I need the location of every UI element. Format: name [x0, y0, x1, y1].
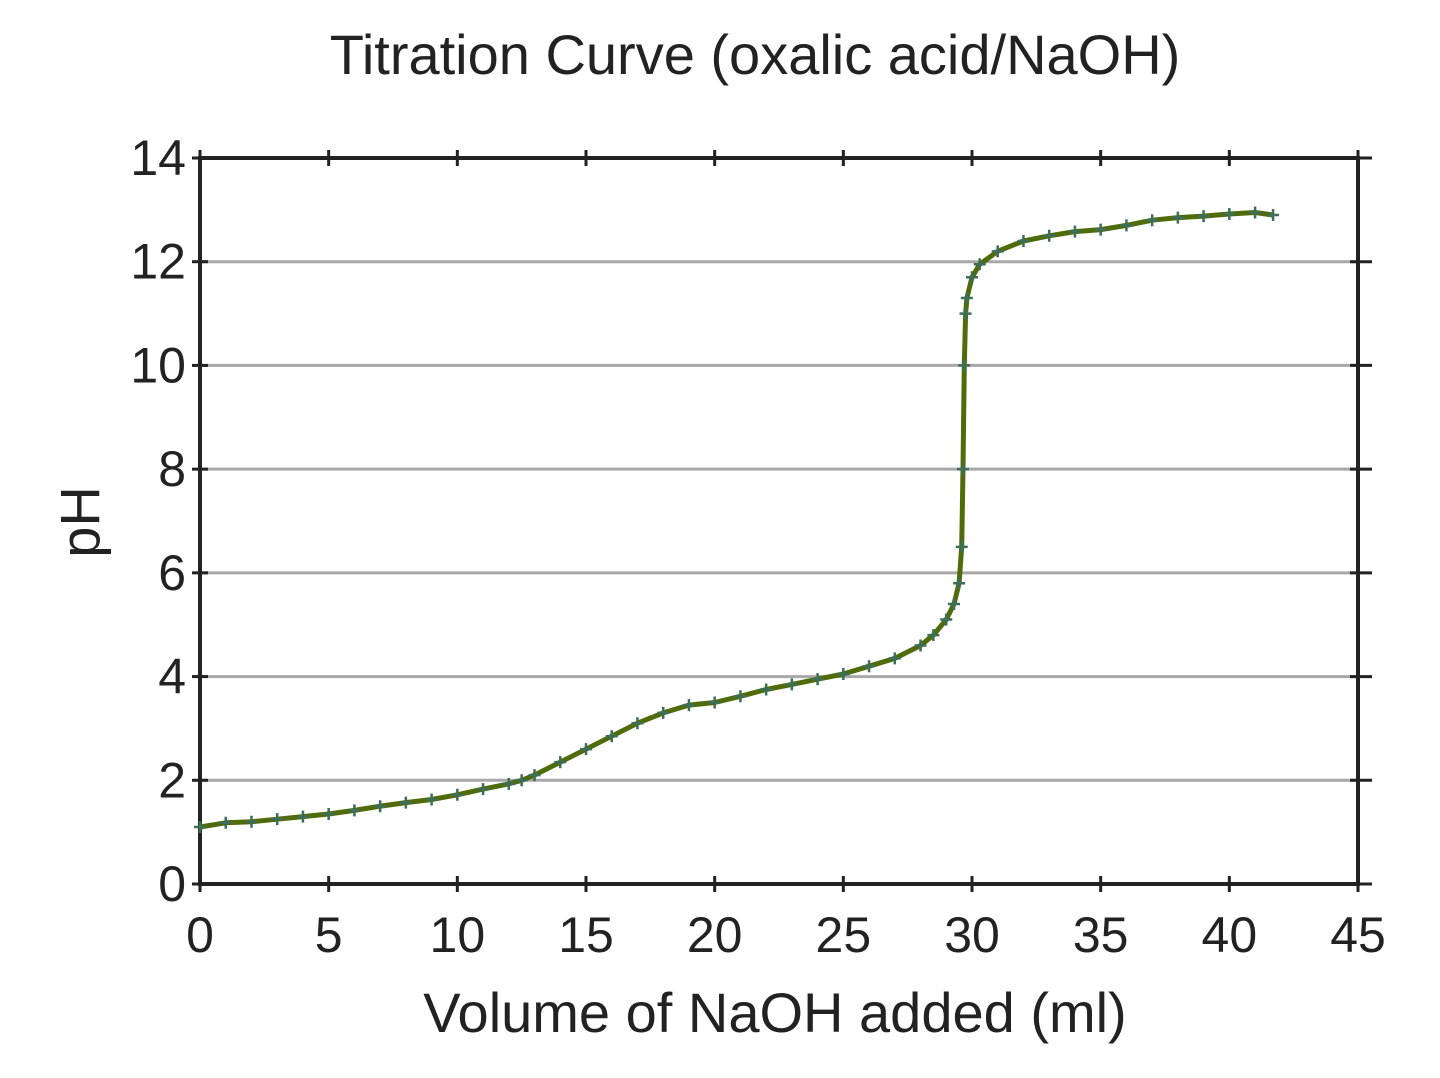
x-tick-label: 25: [816, 907, 872, 963]
data-point: [1068, 225, 1081, 238]
data-point: [1171, 211, 1184, 224]
y-tick-label: 8: [158, 441, 186, 497]
data-point: [348, 804, 361, 817]
data-point: [1249, 206, 1262, 219]
data-point: [927, 629, 940, 642]
y-tick-label: 10: [130, 337, 186, 393]
data-point: [953, 577, 966, 590]
x-tick-label: 10: [430, 907, 486, 963]
data-point: [958, 359, 971, 372]
data-point: [682, 699, 695, 712]
x-tick-label: 45: [1330, 907, 1386, 963]
data-point: [477, 783, 490, 796]
data-point: [271, 813, 284, 826]
data-point: [837, 667, 850, 680]
data-point: [245, 815, 258, 828]
data-point: [940, 613, 953, 626]
chart-title: Titration Curve (oxalic acid/NaOH): [329, 23, 1181, 86]
data-point: [785, 678, 798, 691]
data-point: [888, 652, 901, 665]
data-point: [605, 730, 618, 743]
data-point: [956, 463, 969, 476]
data-point: [631, 717, 644, 730]
data-point: [960, 292, 973, 305]
data-point: [1094, 223, 1107, 236]
data-point: [657, 706, 670, 719]
data-point: [955, 540, 968, 553]
x-tick-label: 35: [1073, 907, 1129, 963]
data-point: [451, 788, 464, 801]
data-point: [1146, 214, 1159, 227]
data-point: [734, 690, 747, 703]
data-point: [947, 597, 960, 610]
data-point: [1017, 234, 1030, 247]
y-tick-label: 6: [158, 545, 186, 601]
x-axis-label: Volume of NaOH added (ml): [423, 981, 1127, 1044]
data-point: [1267, 209, 1280, 222]
data-point: [760, 683, 773, 696]
data-point: [1197, 210, 1210, 223]
plot-frame: [198, 156, 1360, 886]
data-point: [296, 810, 309, 823]
data-point: [322, 807, 335, 820]
data-point: [528, 769, 541, 782]
data-point: [1223, 208, 1236, 221]
y-tick-label: 4: [158, 649, 186, 705]
x-tick-label: 0: [186, 907, 214, 963]
data-point: [194, 820, 206, 833]
y-tick-label: 12: [130, 234, 186, 290]
x-tick-label: 5: [315, 907, 343, 963]
y-tick-label: 2: [158, 752, 186, 808]
data-point: [708, 696, 721, 709]
data-point: [580, 743, 592, 756]
data-point: [1120, 219, 1133, 232]
data-point: [1043, 229, 1056, 242]
data-point: [554, 756, 567, 769]
x-tick-label: 30: [944, 907, 1000, 963]
data-point: [374, 800, 387, 813]
data-point: [811, 673, 824, 686]
data-point: [502, 777, 515, 790]
x-tick-label: 20: [687, 907, 743, 963]
data-point: [515, 774, 528, 787]
data-point: [399, 796, 412, 809]
data-point: [425, 793, 438, 806]
data-point: [973, 258, 986, 271]
y-tick-label: 0: [158, 856, 186, 912]
data-point: [219, 816, 232, 829]
series-line-ph: [199, 210, 1274, 830]
x-tick-label: 40: [1202, 907, 1258, 963]
data-point: [966, 271, 978, 284]
data-point: [863, 660, 876, 673]
data-point: [991, 245, 1004, 258]
data-point: [959, 307, 972, 320]
y-tick-label: 14: [130, 130, 186, 186]
data-point: [914, 639, 927, 652]
x-tick-label: 15: [558, 907, 614, 963]
